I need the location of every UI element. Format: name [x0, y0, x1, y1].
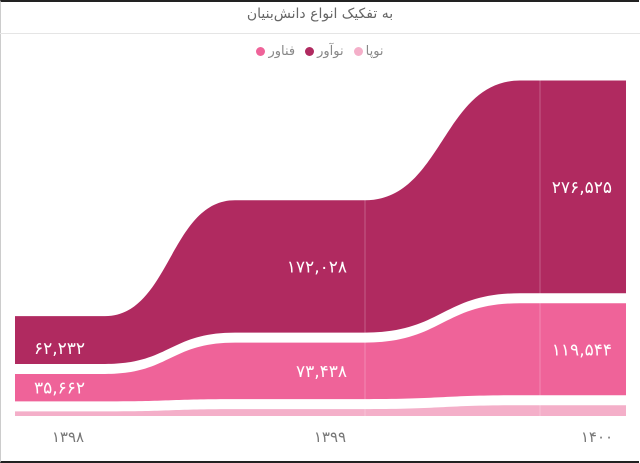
- area-series-0[interactable]: [15, 405, 626, 416]
- legend-label: نوآور: [317, 44, 344, 59]
- divider: [0, 33, 640, 34]
- x-tick-label: ۱۴۰۰: [581, 428, 613, 446]
- legend-item[interactable]: نوآور: [305, 44, 344, 59]
- legend-label: فناور: [268, 44, 296, 59]
- data-label: ۱۱۹,۵۴۴: [552, 340, 612, 360]
- legend: نوپا نوآور فناور: [0, 44, 640, 59]
- legend-item[interactable]: فناور: [256, 44, 295, 59]
- data-label: ۳۵,۶۶۲: [34, 378, 85, 398]
- data-label: ۲۷۶,۵۲۵: [552, 178, 612, 198]
- x-tick-label: ۱۳۹۹: [314, 428, 346, 446]
- area-series-2[interactable]: [15, 80, 626, 364]
- chart-title: به تفکیک انواع دانش‌بنیان: [246, 6, 394, 22]
- legend-item[interactable]: نوپا: [353, 44, 384, 59]
- area-series-1[interactable]: [15, 303, 626, 402]
- x-tick-label: ۱۳۹۸: [52, 428, 84, 446]
- legend-swatch: [353, 47, 363, 56]
- legend-swatch: [256, 47, 266, 56]
- data-label: ۷۳,۴۳۸: [296, 362, 347, 382]
- data-label: ۶۲,۲۳۲: [34, 339, 85, 359]
- legend-swatch: [305, 47, 315, 56]
- legend-label: نوپا: [365, 44, 384, 59]
- data-label: ۱۷۲,۰۲۸: [287, 257, 347, 277]
